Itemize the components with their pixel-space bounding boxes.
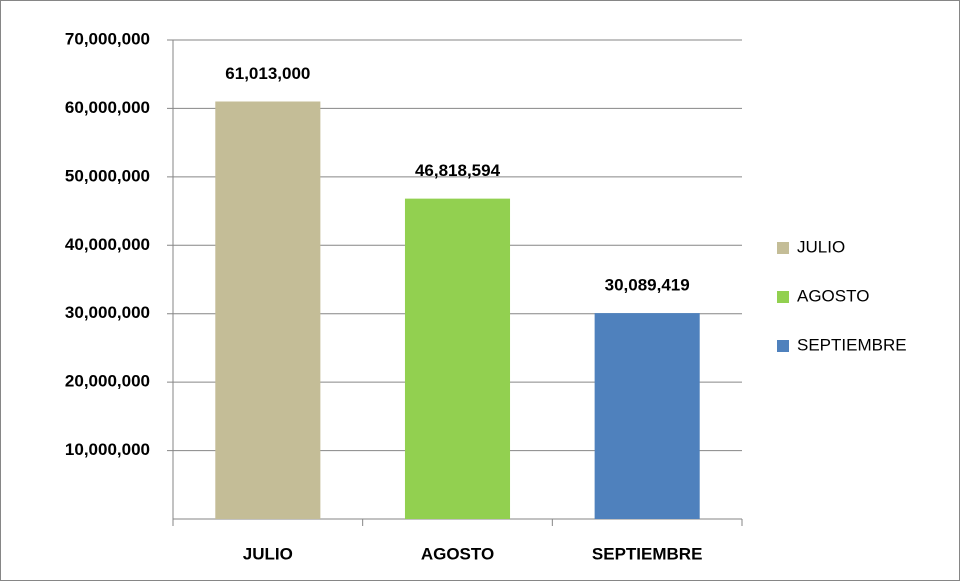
bar bbox=[215, 101, 321, 519]
x-tick-label: SEPTIEMBRE bbox=[592, 544, 703, 563]
legend-swatch bbox=[777, 291, 789, 303]
legend-label: JULIO bbox=[797, 237, 845, 256]
y-tick-label: 20,000,000 bbox=[65, 372, 150, 391]
y-tick-label: 40,000,000 bbox=[65, 235, 150, 254]
y-tick-label: 70,000,000 bbox=[65, 29, 150, 48]
x-tick-label: JULIO bbox=[243, 544, 293, 563]
y-tick-label: 50,000,000 bbox=[65, 166, 150, 185]
data-label: 61,013,000 bbox=[225, 64, 310, 83]
x-tick-label: AGOSTO bbox=[421, 544, 494, 563]
data-label: 30,089,419 bbox=[605, 276, 690, 295]
legend-label: AGOSTO bbox=[797, 286, 869, 305]
y-tick-label: 10,000,000 bbox=[65, 440, 150, 459]
data-label: 46,818,594 bbox=[415, 161, 501, 180]
legend-swatch bbox=[777, 340, 789, 352]
y-tick-label: 60,000,000 bbox=[65, 98, 150, 117]
bar bbox=[594, 313, 700, 519]
legend-label: SEPTIEMBRE bbox=[797, 335, 907, 354]
bar bbox=[404, 198, 511, 519]
legend-swatch bbox=[777, 242, 789, 254]
y-tick-label: 30,000,000 bbox=[65, 303, 150, 322]
